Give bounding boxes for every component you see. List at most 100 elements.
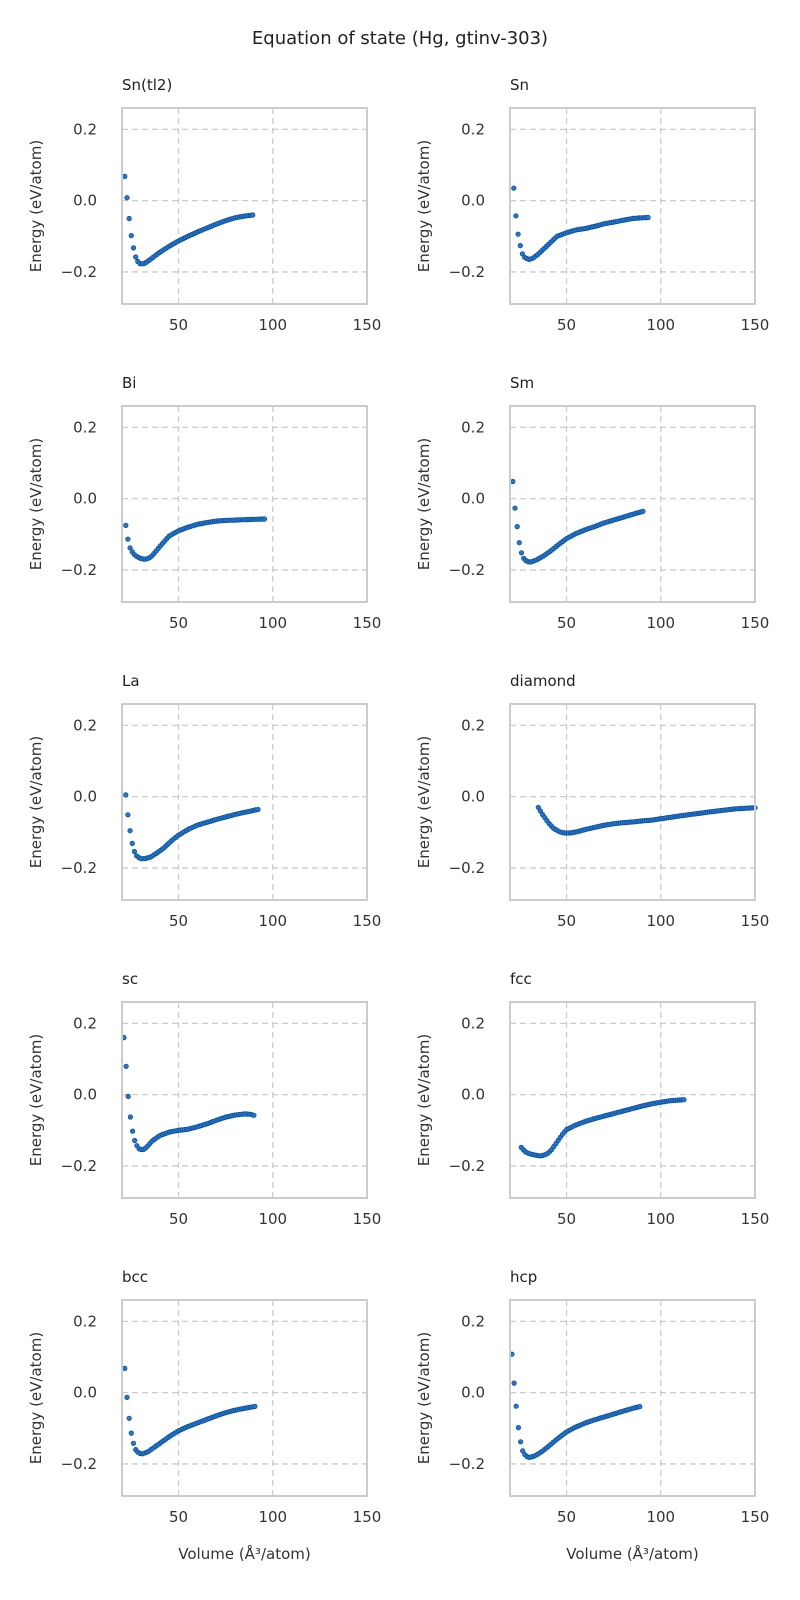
data-point — [516, 540, 522, 546]
y-tick-label: −0.2 — [449, 263, 485, 281]
x-axis-label: Volume (Å³/atom) — [178, 1544, 310, 1563]
y-tick-label: 0.0 — [73, 1384, 97, 1402]
y-tick-label: 0.0 — [461, 1384, 485, 1402]
y-tick-label: −0.2 — [61, 1157, 97, 1175]
panel-title: Sm — [510, 374, 534, 392]
x-tick-label: 150 — [353, 316, 382, 334]
data-point — [252, 1403, 258, 1409]
data-point — [681, 1097, 687, 1103]
x-tick-label: 100 — [646, 912, 675, 930]
data-point — [125, 536, 131, 542]
data-point — [124, 195, 130, 201]
data-point — [123, 522, 129, 529]
y-axis-label: Energy (eV/atom) — [415, 736, 433, 868]
data-point — [123, 1063, 129, 1069]
x-tick-label: 100 — [646, 316, 675, 334]
x-tick-label: 150 — [353, 912, 382, 930]
panel-title: Sn(tl2) — [122, 76, 172, 94]
axes-frame — [509, 1299, 756, 1497]
data-point — [125, 812, 131, 818]
data-point — [122, 173, 128, 179]
x-tick-label: 50 — [557, 316, 576, 334]
axes-frame — [509, 107, 756, 305]
eos-panel-2: Bi 50 100 150 0.2 0.0 −0.2 Energy (eV/atom) — [27, 374, 381, 632]
y-axis-label: Energy (eV/atom) — [27, 1034, 45, 1166]
data-point — [130, 1128, 136, 1134]
data-point — [511, 1380, 517, 1386]
data-point — [126, 1415, 132, 1421]
y-tick-label: 0.2 — [461, 418, 485, 436]
y-axis-label: Energy (eV/atom) — [415, 1332, 433, 1464]
eos-panel-4: La 50 100 150 0.2 0.0 −0.2 Energy (eV/atom) — [27, 672, 381, 930]
panel-title: diamond — [510, 672, 576, 690]
y-axis-label: Energy (eV/atom) — [415, 1034, 433, 1166]
y-tick-label: −0.2 — [61, 561, 97, 579]
y-tick-label: −0.2 — [61, 1455, 97, 1473]
y-tick-label: −0.2 — [61, 859, 97, 877]
x-tick-label: 50 — [169, 912, 188, 930]
y-tick-label: 0.0 — [461, 788, 485, 806]
x-tick-label: 150 — [353, 614, 382, 632]
y-axis-label: Energy (eV/atom) — [415, 140, 433, 272]
y-tick-label: 0.2 — [461, 716, 485, 734]
panel-title: hcp — [510, 1268, 537, 1286]
y-axis-label: Energy (eV/atom) — [415, 438, 433, 570]
x-tick-label: 50 — [169, 1508, 188, 1526]
x-tick-label: 150 — [353, 1508, 382, 1526]
y-tick-label: 0.0 — [73, 788, 97, 806]
y-tick-label: −0.2 — [61, 263, 97, 281]
data-point — [130, 245, 137, 251]
eos-panel-3: Sm 50 100 150 0.2 0.0 −0.2 Energy (eV/atom) — [415, 374, 769, 632]
x-tick-label: 150 — [741, 912, 770, 930]
y-tick-label: −0.2 — [449, 1157, 485, 1175]
x-tick-label: 100 — [646, 1210, 675, 1228]
y-tick-label: 0.0 — [461, 192, 485, 210]
y-tick-label: 0.2 — [73, 1312, 97, 1330]
data-point — [645, 214, 651, 221]
x-tick-label: 50 — [169, 614, 188, 632]
x-tick-label: 100 — [646, 614, 675, 632]
x-tick-label: 150 — [741, 614, 770, 632]
data-point — [130, 1440, 137, 1446]
data-point — [510, 478, 516, 485]
data-point — [129, 840, 135, 847]
x-tick-label: 100 — [258, 1210, 287, 1228]
x-tick-label: 150 — [741, 1210, 770, 1228]
x-tick-label: 100 — [258, 316, 287, 334]
data-point — [261, 516, 268, 522]
y-axis-label: Energy (eV/atom) — [27, 1332, 45, 1464]
eos-panel-8: bcc 50 100 150 0.2 0.0 −0.2 Energy (eV/atom) Vol… — [27, 1268, 381, 1563]
data-point — [128, 233, 134, 239]
panel-title: sc — [122, 970, 138, 988]
data-point — [640, 508, 646, 515]
axes-frame — [121, 703, 368, 901]
axes-frame — [509, 405, 756, 603]
axes-frame — [509, 703, 756, 901]
y-tick-label: 0.0 — [73, 192, 97, 210]
x-axis-label: Volume (Å³/atom) — [566, 1544, 698, 1563]
x-tick-label: 100 — [258, 1508, 287, 1526]
data-point — [126, 215, 132, 222]
eos-panel-6: sc 50 100 150 0.2 0.0 −0.2 Energy (eV/atom) — [27, 970, 381, 1228]
x-tick-label: 50 — [169, 1210, 188, 1228]
data-point — [512, 505, 518, 511]
data-point — [250, 212, 256, 218]
axes-frame — [121, 405, 368, 603]
data-point — [517, 243, 523, 249]
data-point — [515, 1424, 522, 1431]
y-tick-label: 0.2 — [73, 120, 97, 138]
y-tick-label: −0.2 — [449, 561, 485, 579]
y-tick-label: −0.2 — [449, 1455, 485, 1473]
y-tick-label: 0.0 — [73, 490, 97, 508]
data-point — [133, 254, 139, 260]
data-point — [127, 1114, 133, 1120]
x-tick-label: 150 — [741, 1508, 770, 1526]
x-tick-label: 100 — [258, 912, 287, 930]
panel-title: bcc — [122, 1268, 148, 1286]
data-point — [513, 213, 519, 219]
eos-panel-0: Sn(tl2) 50 100 150 0.2 0.0 −0.2 Energy (eV/atom… — [27, 76, 381, 334]
x-tick-label: 50 — [557, 912, 576, 930]
y-tick-label: 0.2 — [73, 1014, 97, 1032]
data-point — [637, 1403, 643, 1410]
